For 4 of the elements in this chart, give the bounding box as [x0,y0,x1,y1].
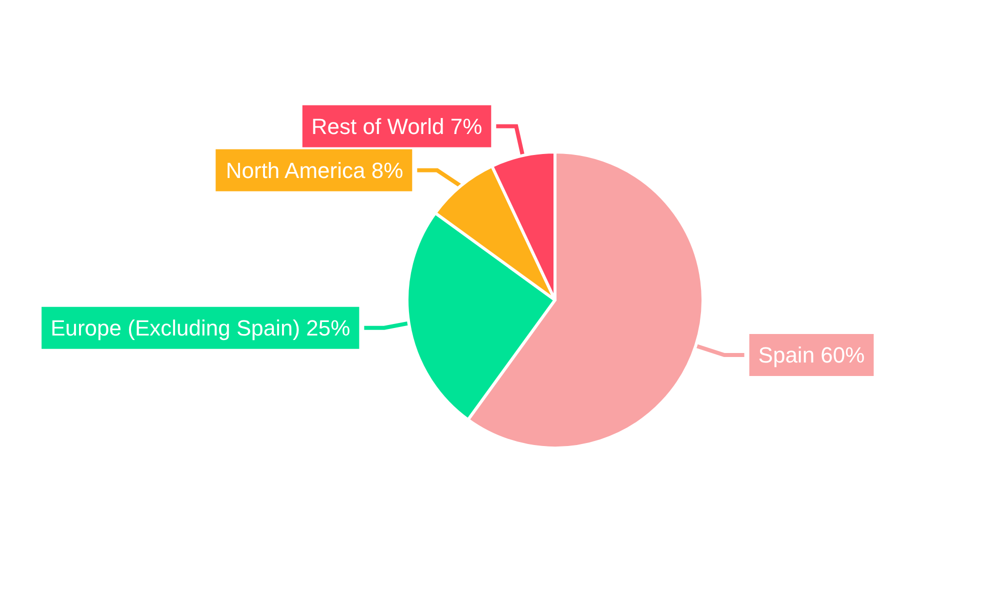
slice-label: North America 8% [226,158,404,183]
slice-label: Spain 60% [758,342,865,368]
slice-label: Rest of World 7% [311,114,482,139]
slice-label: Europe (Excluding Spain) 25% [50,315,350,340]
